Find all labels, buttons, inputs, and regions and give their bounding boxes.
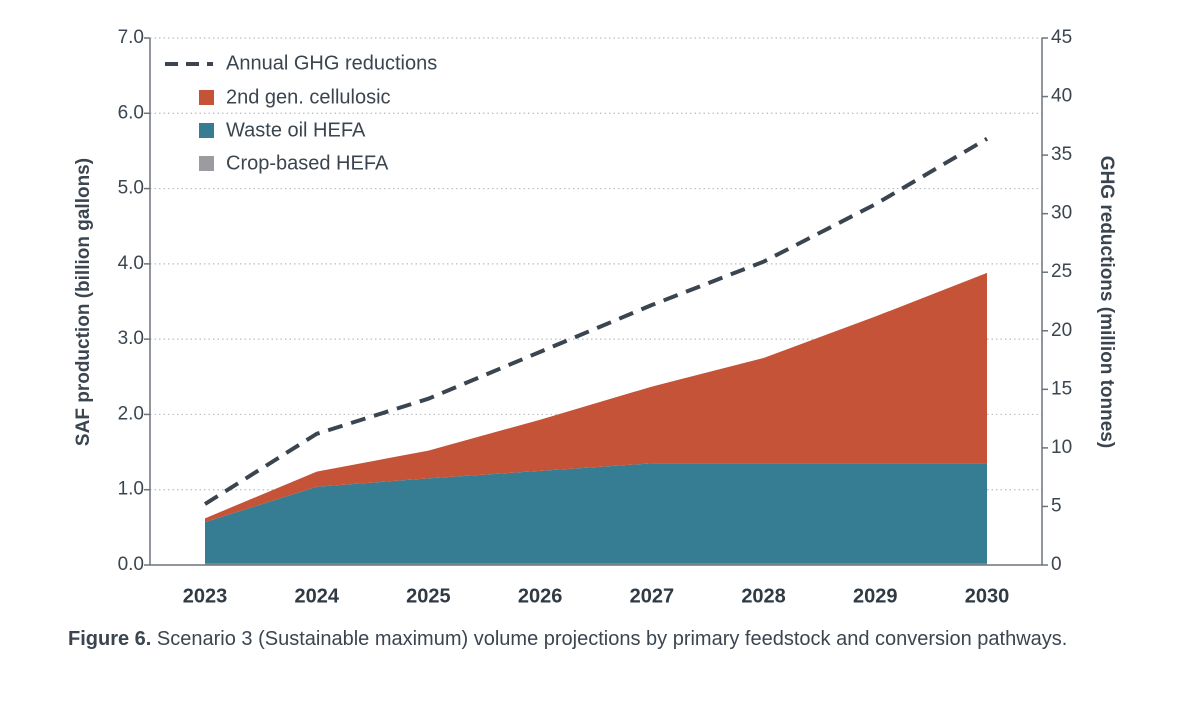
left-tick-label: 0.0 [118, 554, 144, 575]
legend-swatch-icon [199, 156, 214, 171]
chart: 0.01.02.03.04.05.06.07.0 051015202530354… [73, 27, 1117, 607]
right-tick-label: 25 [1051, 261, 1072, 282]
legend-label: 2nd gen. cellulosic [226, 86, 391, 108]
right-tick-label: 45 [1051, 27, 1072, 48]
legend-swatch-icon [199, 90, 214, 105]
legend-label: Crop-based HEFA [226, 152, 389, 174]
left-axis-title: SAF production (billion gallons) [73, 158, 94, 446]
x-tick-label: 2024 [294, 585, 339, 607]
gridlines [150, 37, 1042, 491]
left-tick-label: 6.0 [118, 102, 144, 123]
x-tick-label: 2026 [518, 585, 563, 607]
legend-swatch-icon [199, 123, 214, 138]
left-tick-label: 2.0 [118, 403, 144, 424]
area-2nd-gen-cellulosic [205, 272, 987, 523]
left-tick-label: 5.0 [118, 178, 144, 199]
left-tick-labels: 0.0 1.0 2.0 3.0 4.0 5.0 6.0 7.0 [118, 27, 150, 575]
x-tick-label: 2027 [630, 585, 675, 607]
x-tick-labels: 2023 2024 2025 2026 2027 2028 2029 2030 [183, 585, 1010, 607]
right-axis-title: GHG reductions (million tonnes) [1096, 156, 1117, 448]
caption-text: Scenario 3 (Sustainable maximum) volume … [151, 628, 1068, 650]
right-tick-label: 5 [1051, 495, 1062, 516]
right-tick-labels: 0 5 10 15 20 25 30 35 40 45 [1042, 27, 1072, 575]
right-tick-label: 10 [1051, 437, 1072, 458]
legend-label: Waste oil HEFA [226, 119, 366, 141]
ghg-reductions-line [203, 136, 989, 506]
figure-label: Figure 6. [68, 628, 152, 650]
left-tick-label: 4.0 [118, 253, 144, 274]
right-tick-label: 15 [1051, 378, 1072, 399]
axes [149, 38, 1043, 566]
left-tick-label: 3.0 [118, 328, 144, 349]
x-tick-label: 2028 [741, 585, 786, 607]
x-tick-label: 2029 [853, 585, 898, 607]
legend-label: Annual GHG reductions [226, 52, 437, 74]
right-tick-label: 30 [1051, 203, 1072, 224]
x-tick-label: 2025 [406, 585, 451, 607]
legend: Annual GHG reductions 2nd gen. cellulosic… [165, 52, 437, 174]
right-tick-label: 20 [1051, 320, 1072, 341]
stacked-areas [205, 272, 987, 565]
right-tick-label: 40 [1051, 86, 1072, 107]
x-tick-label: 2030 [965, 585, 1010, 607]
left-tick-label: 1.0 [118, 479, 144, 500]
area-waste-oil-hefa [205, 463, 987, 564]
right-tick-label: 35 [1051, 144, 1072, 165]
ghg-line-layer [203, 136, 989, 506]
left-tick-label: 7.0 [118, 27, 144, 48]
right-tick-label: 0 [1051, 554, 1062, 575]
x-tick-label: 2023 [183, 585, 228, 607]
figure-caption: Figure 6. Scenario 3 (Sustainable maximu… [68, 624, 1078, 655]
